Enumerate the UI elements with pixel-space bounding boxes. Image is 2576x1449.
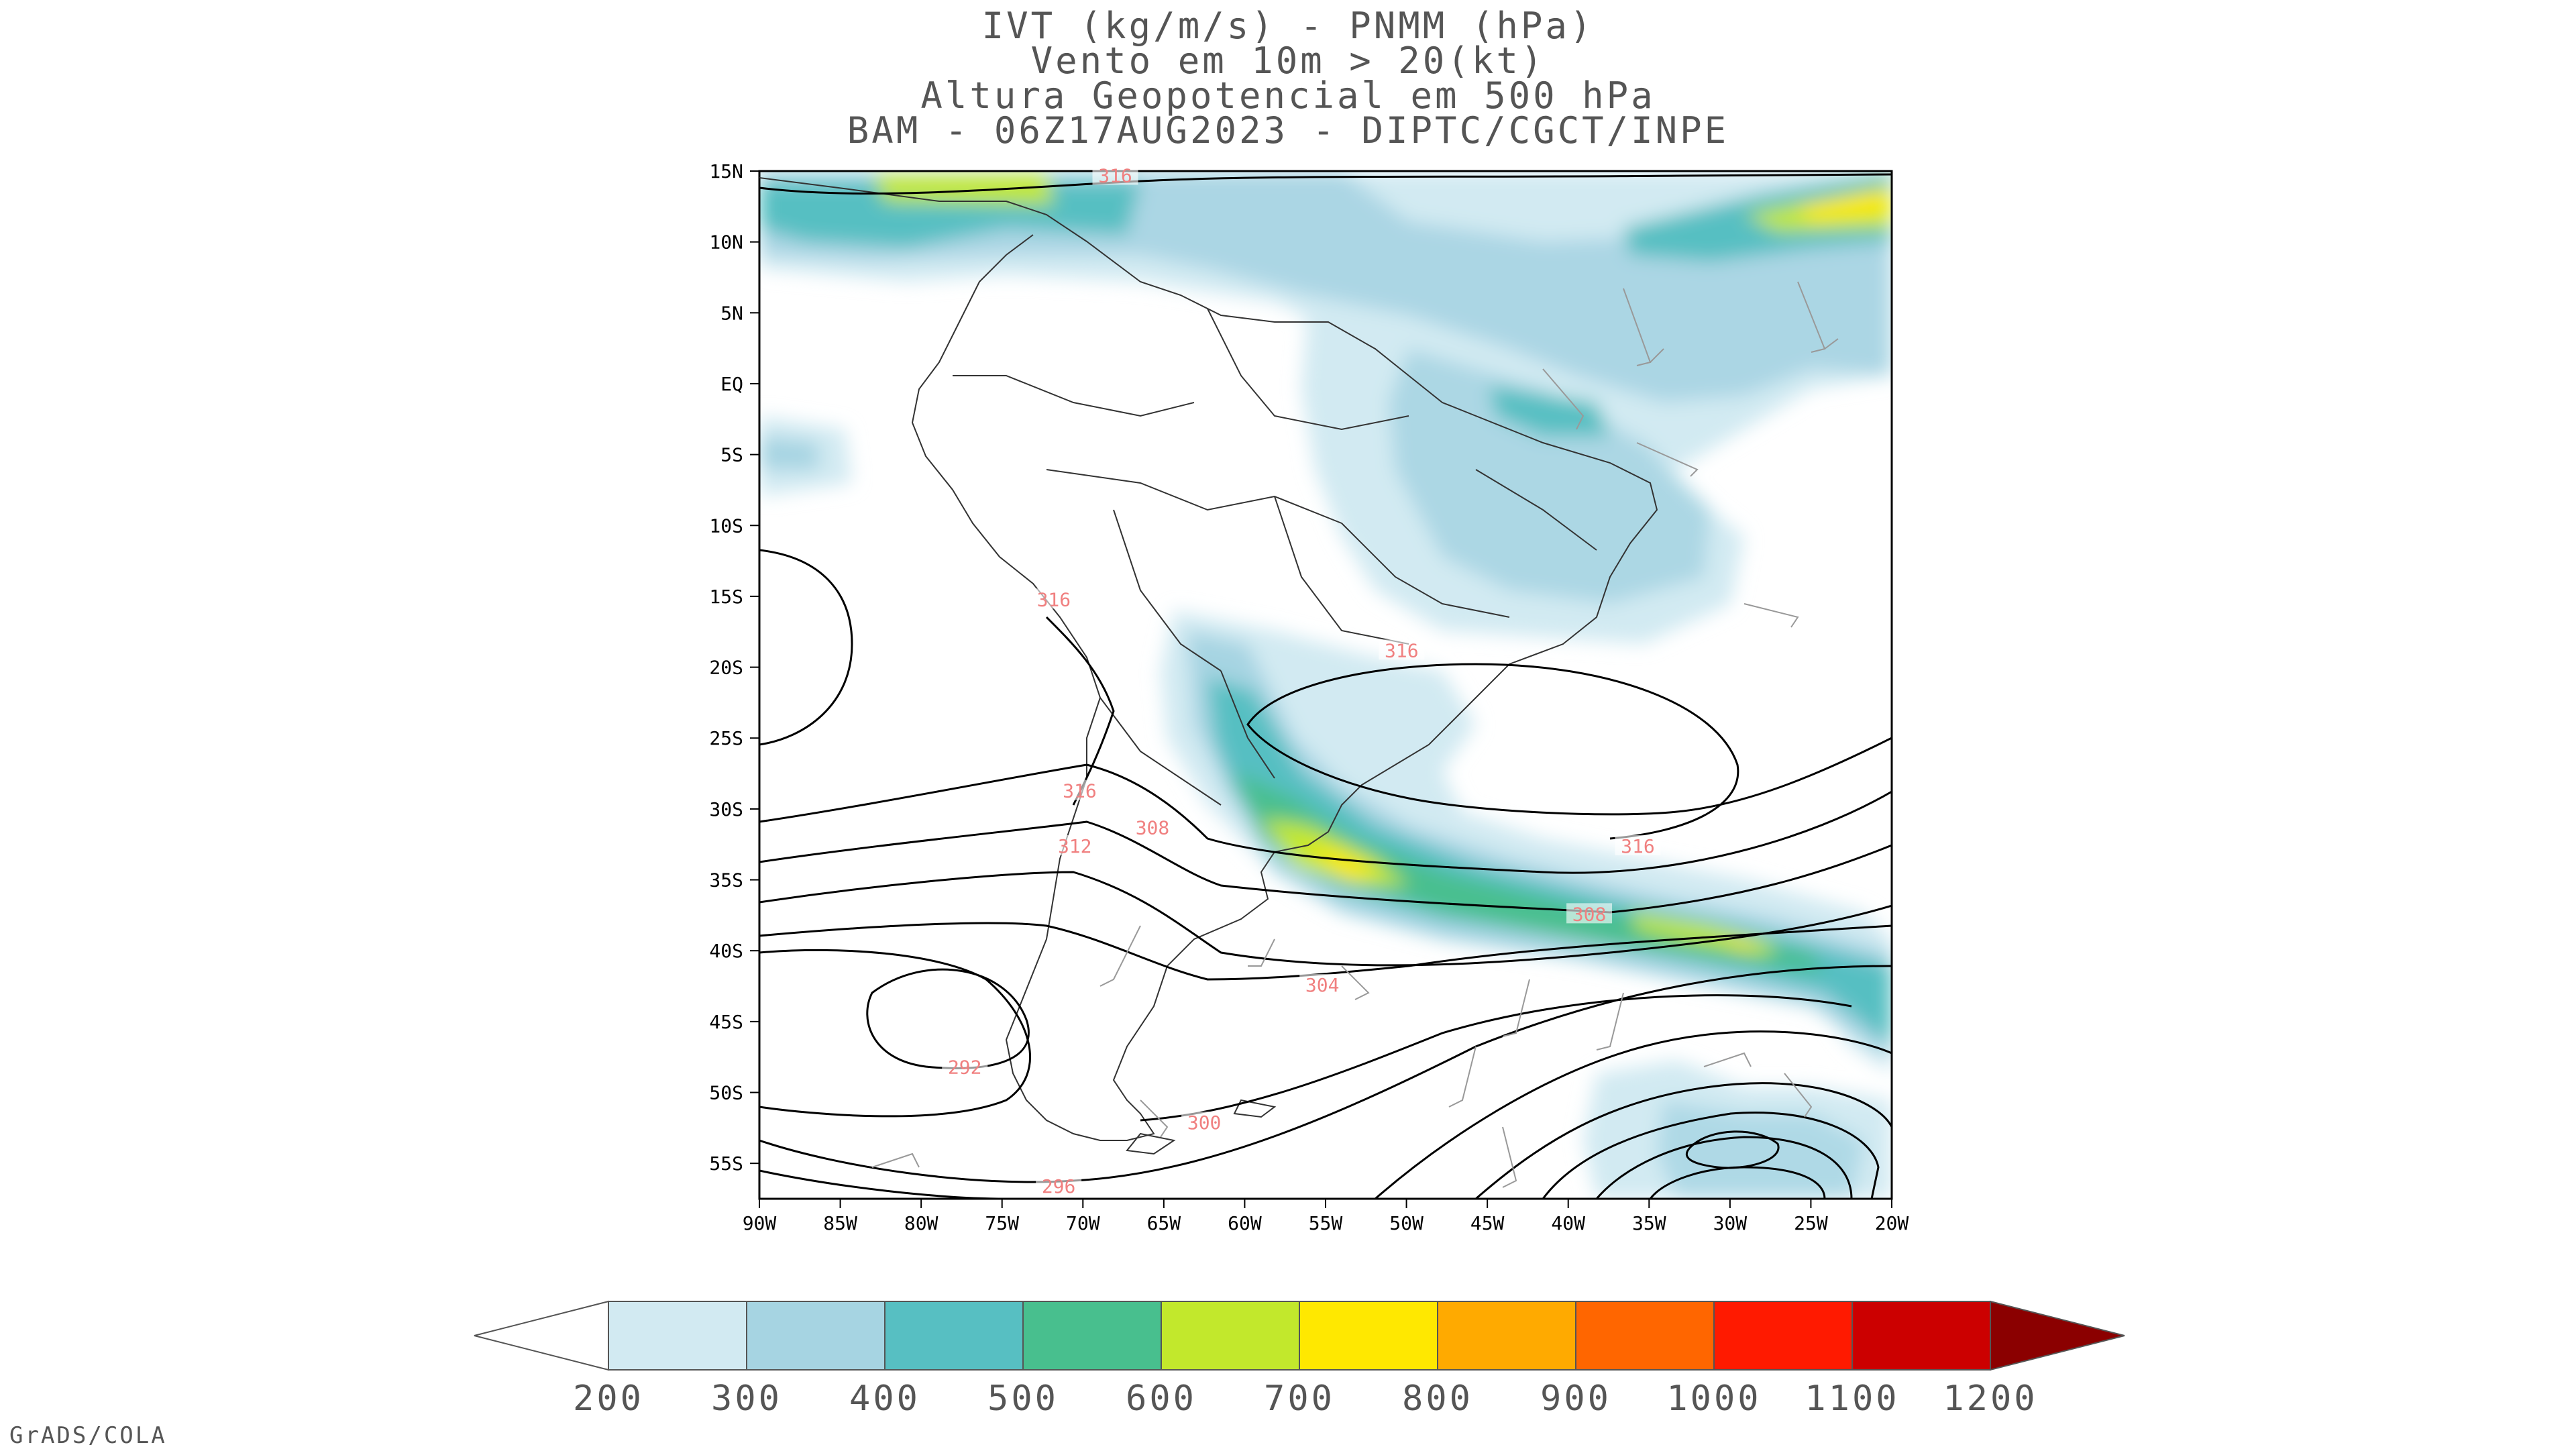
contour-label-bg — [1615, 835, 1661, 855]
contour-label-bg — [1057, 780, 1103, 800]
lon-label: 25W — [1794, 1212, 1828, 1234]
title-line-3: Altura Geopotencial em 500 hPa — [920, 74, 1656, 117]
lon-label: 60W — [1228, 1212, 1262, 1234]
ivt-shading — [759, 171, 1892, 1199]
lat-label: 50S — [709, 1082, 743, 1104]
colorbar-label: 1200 — [1943, 1379, 2037, 1419]
colorbar-segment — [884, 1301, 1024, 1371]
contour-label: 316 — [1037, 588, 1071, 610]
lat-label: EQ — [720, 373, 743, 395]
wind-barbs — [871, 281, 1839, 1188]
lat-label: 45S — [709, 1011, 743, 1033]
contour-label-bg — [1036, 1175, 1082, 1196]
longitude-labels: 90W 85W 80W 75W 70W 65W 60W 55W 50W 45W 40W 35W 30W 2… — [743, 1199, 1909, 1234]
lon-label: 90W — [743, 1212, 777, 1234]
lon-label: 45W — [1470, 1212, 1505, 1234]
lat-label: 30S — [709, 798, 743, 820]
lat-label: 15N — [709, 160, 743, 182]
contour-label: 308 — [1136, 816, 1170, 839]
lon-label: 85W — [823, 1212, 857, 1234]
colorbar-label: 1000 — [1666, 1379, 1761, 1419]
lat-label: 40S — [709, 940, 743, 962]
colorbar-label: 400 — [849, 1379, 920, 1419]
contour-label: 296 — [1042, 1175, 1076, 1197]
colorbar-segment — [1437, 1301, 1576, 1371]
colorbar-segment — [1851, 1301, 1991, 1371]
lon-label: 65W — [1147, 1212, 1181, 1234]
lat-label: 55S — [709, 1152, 743, 1175]
contour-label: 316 — [1063, 780, 1097, 802]
colorbar-label: 600 — [1126, 1379, 1197, 1419]
latitude-labels: 15N 10N 5N EQ 5S 10S 15S 20S 25S 30S 35S 40S 45S 50S 5… — [709, 160, 759, 1175]
colorbar: 200 300 400 500 600 700 800 900 1000 1100 1200 — [474, 1300, 2125, 1419]
lon-label: 55W — [1309, 1212, 1343, 1234]
colorbar-segment — [608, 1301, 747, 1371]
lon-label: 75W — [985, 1212, 1019, 1234]
footer-credit: GrADS/COLA — [9, 1422, 167, 1449]
contour-labels: 316 316 316 316 308 312 316 308 304 292 300 296 — [942, 164, 1661, 1197]
contour-label: 316 — [1621, 835, 1655, 857]
colorbar-segment — [1713, 1301, 1853, 1371]
lat-label: 25S — [709, 727, 743, 749]
title-line-1: IVT (kg/m/s) - PNMM (hPa) — [981, 5, 1595, 47]
contour-label-bg — [1052, 835, 1098, 855]
contour-label-bg — [1030, 588, 1077, 609]
lon-label: 30W — [1713, 1212, 1748, 1234]
lat-label: 5S — [720, 444, 743, 466]
coastline — [759, 177, 1658, 1155]
lon-label: 70W — [1066, 1212, 1100, 1234]
colorbar-under-arrow — [474, 1300, 609, 1371]
lon-label: 35W — [1632, 1212, 1666, 1234]
contour-label: 312 — [1058, 835, 1092, 857]
contour-label-bg — [942, 1056, 988, 1077]
geopotential-contours — [759, 173, 1892, 1199]
colorbar-label: 300 — [711, 1379, 782, 1419]
contour-label: 292 — [948, 1057, 982, 1079]
colorbar-label: 500 — [987, 1379, 1059, 1419]
contour-label-bg — [1092, 164, 1138, 185]
colorbar-label: 1100 — [1805, 1379, 1899, 1419]
colorbar-segment — [1161, 1301, 1300, 1371]
colorbar-segment — [746, 1301, 885, 1371]
lat-label: 15S — [709, 586, 743, 608]
contour-label: 304 — [1305, 974, 1340, 996]
contour-label-bg — [1181, 1112, 1228, 1132]
lon-label: 50W — [1389, 1212, 1424, 1234]
contour-label-bg — [1379, 639, 1425, 660]
colorbar-label: 200 — [573, 1379, 644, 1419]
lon-label: 20W — [1875, 1212, 1909, 1234]
contour-label: 300 — [1187, 1112, 1222, 1134]
lat-label: 5N — [720, 302, 743, 324]
title-line-2: Vento em 10m > 20(kt) — [1030, 40, 1546, 82]
colorbar-over-arrow — [1990, 1300, 2125, 1371]
contour-label-bg — [1566, 903, 1613, 924]
contour-label: 308 — [1572, 903, 1607, 925]
lat-label: 35S — [709, 869, 743, 892]
contour-label-bg — [1129, 816, 1175, 837]
colorbar-segment — [1575, 1301, 1715, 1371]
lat-label: 10S — [709, 515, 743, 537]
lon-label: 80W — [904, 1212, 938, 1234]
title-line-4: BAM - 06Z17AUG2023 - DIPTC/CGCT/INPE — [847, 109, 1729, 152]
colorbar-segment — [1299, 1301, 1438, 1371]
colorbar-segment — [1022, 1301, 1162, 1371]
colorbar-label: 700 — [1264, 1379, 1335, 1419]
contour-label: 316 — [1385, 639, 1419, 661]
lat-label: 10N — [709, 231, 743, 254]
colorbar-label: 900 — [1540, 1379, 1611, 1419]
lon-label: 40W — [1551, 1212, 1585, 1234]
lat-label: 20S — [709, 657, 743, 679]
contour-label-bg — [1299, 974, 1346, 995]
contour-label: 316 — [1098, 164, 1132, 186]
colorbar-label: 800 — [1402, 1379, 1473, 1419]
